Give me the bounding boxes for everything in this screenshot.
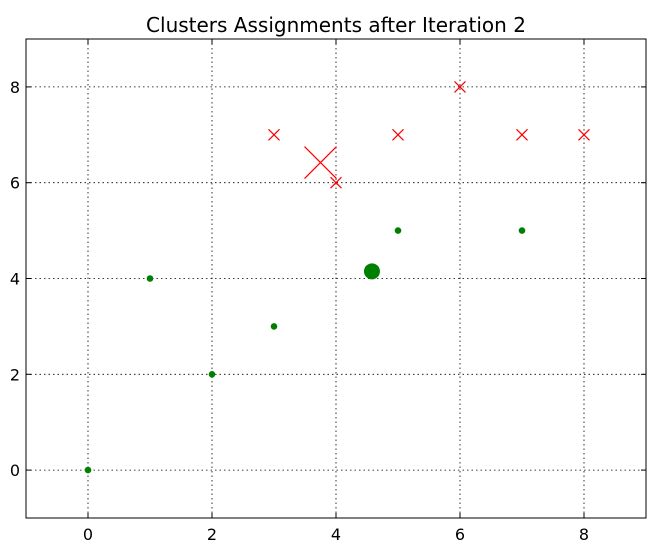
grid-lines — [26, 39, 646, 518]
data-point-x — [330, 176, 342, 189]
data-point-x — [454, 80, 466, 93]
data-point-dot — [146, 275, 154, 282]
data-point-dot — [518, 227, 526, 234]
data-point-x — [516, 128, 528, 141]
data-point-x — [578, 128, 590, 141]
x-tick-label: 8 — [579, 525, 589, 544]
data-point-dot — [84, 466, 92, 474]
x-tick-label: 0 — [83, 525, 93, 544]
centroid-dot — [363, 263, 380, 280]
y-tick-label: 4 — [10, 270, 20, 289]
x-marker-stroke — [392, 128, 404, 141]
axis-ticks: 0 2 4 6 8 0 2 4 6 8 — [10, 39, 646, 544]
x-marker-stroke — [516, 128, 528, 141]
data-point-dot — [208, 371, 216, 378]
x-marker-stroke — [304, 146, 337, 180]
x-marker-stroke — [268, 128, 280, 141]
plot-frame — [25, 38, 647, 519]
y-tick-label: 2 — [10, 365, 20, 384]
x-tick-label: 6 — [455, 525, 465, 544]
y-tick-label: 6 — [10, 174, 20, 193]
x-tick-label: 2 — [207, 525, 217, 544]
x-marker-stroke — [454, 80, 466, 93]
data-point-dot — [394, 227, 402, 234]
y-tick-label: 0 — [10, 461, 20, 480]
y-tick-label: 8 — [10, 78, 20, 97]
x-marker-stroke — [330, 176, 342, 189]
x-tick-label: 4 — [331, 525, 341, 544]
data-point-x — [392, 128, 404, 141]
data-marks — [84, 80, 590, 474]
centroid-x — [304, 146, 337, 180]
x-marker-stroke — [578, 128, 590, 141]
data-point-x — [268, 128, 280, 141]
data-point-dot — [270, 323, 278, 330]
chart-title: Clusters Assignments after Iteration 2 — [146, 13, 526, 37]
